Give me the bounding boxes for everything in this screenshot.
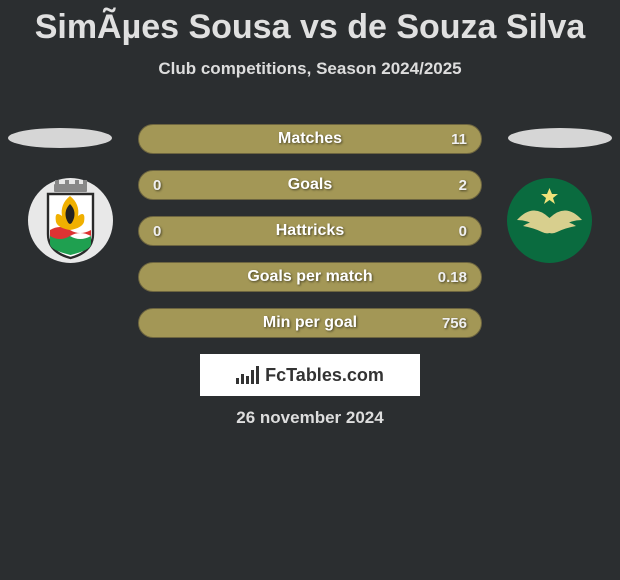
- ellipse-right: [508, 128, 612, 148]
- stat-row: 0 Goals 2: [138, 170, 482, 200]
- page-title: SimÃµes Sousa vs de Souza Silva: [0, 0, 620, 47]
- stat-label: Min per goal: [263, 314, 357, 332]
- stat-label: Goals per match: [247, 268, 372, 286]
- ellipse-left: [8, 128, 112, 148]
- stat-value-right: 0: [459, 223, 467, 240]
- stat-row: Goals per match 0.18: [138, 262, 482, 292]
- branding-text: FcTables.com: [265, 365, 384, 386]
- chart-bars-icon: [236, 366, 259, 384]
- stat-value-right: 756: [442, 315, 467, 332]
- stat-row: 0 Hattricks 0: [138, 216, 482, 246]
- team-crest-left: [28, 178, 113, 263]
- branding-banner: FcTables.com: [200, 354, 420, 396]
- date-text: 26 november 2024: [0, 408, 620, 428]
- stat-value-right: 11: [451, 131, 467, 148]
- subtitle: Club competitions, Season 2024/2025: [0, 59, 620, 79]
- stat-row: Matches 11: [138, 124, 482, 154]
- stat-label: Matches: [278, 130, 342, 148]
- stat-label: Goals: [288, 176, 332, 194]
- stat-row: Min per goal 756: [138, 308, 482, 338]
- team-crest-right: [507, 178, 592, 263]
- stat-value-left: 0: [153, 223, 161, 240]
- stat-value-right: 0.18: [438, 269, 467, 286]
- stat-value-left: 0: [153, 177, 161, 194]
- stat-value-right: 2: [459, 177, 467, 194]
- stat-label: Hattricks: [276, 222, 344, 240]
